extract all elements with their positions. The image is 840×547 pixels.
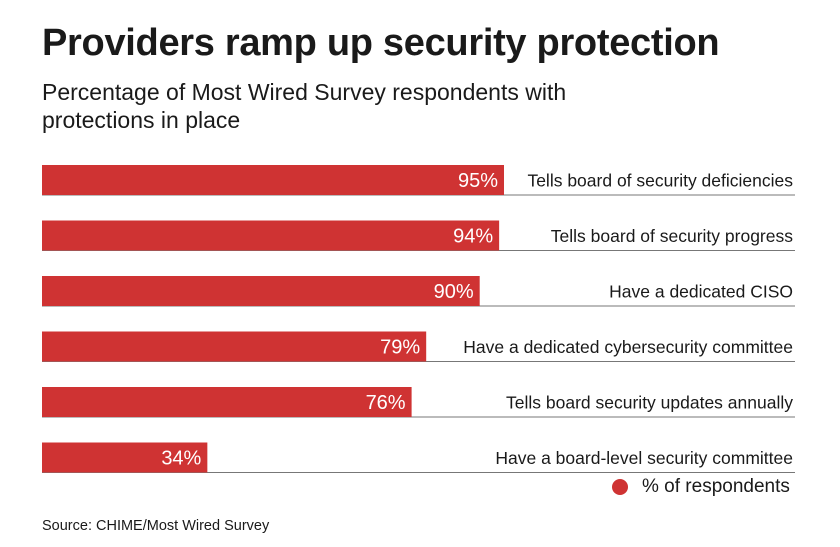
category-label: Tells board of security deficiencies [527, 171, 793, 191]
bar-value-label: 79% [380, 337, 420, 359]
bar-value-label: 95% [458, 170, 498, 192]
chart-subtitle: Percentage of Most Wired Survey responde… [42, 79, 567, 133]
category-label: Have a dedicated cybersecurity committee [463, 337, 793, 357]
category-label: Have a board-level security committee [495, 448, 793, 468]
legend: % of respondents [612, 476, 790, 498]
bar-4 [42, 331, 427, 362]
bar-3 [42, 276, 480, 306]
category-label: Have a dedicated CISO [609, 282, 793, 302]
bar-1 [42, 165, 504, 195]
legend-label: % of respondents [642, 476, 790, 497]
chart-title: Providers ramp up security protection [42, 22, 720, 64]
bar-5 [42, 387, 412, 417]
category-label: Tells board of security progress [551, 226, 793, 246]
bar-2 [42, 220, 500, 251]
bar-value-label: 34% [161, 448, 201, 470]
bar-value-label: 90% [434, 281, 474, 303]
bar-value-label: 94% [453, 226, 493, 248]
bar-6 [42, 442, 208, 473]
source-note: Source: CHIME/Most Wired Survey [42, 518, 270, 534]
legend-dot-icon [612, 479, 628, 495]
category-label: Tells board security updates annually [506, 393, 793, 413]
bar-value-label: 76% [366, 392, 406, 414]
